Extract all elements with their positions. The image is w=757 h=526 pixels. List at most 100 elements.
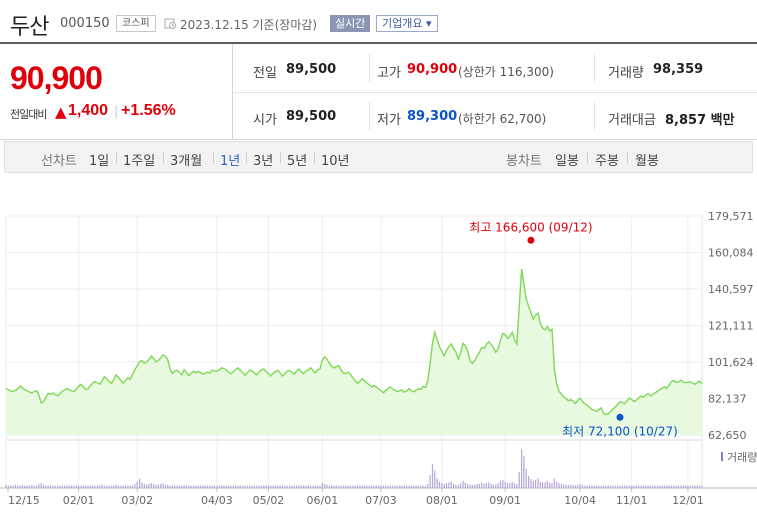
volume-bar (661, 485, 663, 488)
volume-bar (206, 485, 209, 488)
volume-bar (359, 485, 361, 488)
company-overview-dropdown[interactable]: 기업개요 ▾ (376, 15, 438, 32)
volume-bar (92, 485, 94, 488)
volume-bar (54, 485, 56, 488)
volume-bar (490, 484, 492, 488)
volume-bar (668, 485, 670, 488)
volume-bar (394, 485, 396, 488)
volume-bar (214, 485, 216, 488)
volume-bar (160, 484, 162, 488)
volume-bar (216, 485, 218, 488)
volume-bar (113, 485, 115, 488)
base-date: 2023.12.15 기준(장마감) (180, 18, 318, 32)
volume-bar (689, 485, 691, 488)
volume-bar (375, 485, 377, 488)
candle-daily[interactable]: 일봉 (555, 154, 579, 169)
period-separator (246, 152, 247, 163)
volume-bar (474, 484, 476, 488)
volume-bar (211, 485, 213, 488)
volume-bar (633, 485, 635, 488)
change-label: 전일대비 (10, 108, 47, 121)
volume-bar (656, 485, 659, 488)
price-chart: 179,571 160,084 140,597 121,111 101,624 82,13… (0, 210, 757, 507)
volume-bar (328, 485, 330, 488)
y-tick-label: 179,571 (708, 210, 754, 223)
volume-bar (317, 485, 319, 488)
up-arrow-icon: ▲ (55, 103, 67, 121)
volume-bar (511, 481, 513, 488)
period-separator (116, 152, 117, 163)
volume-bar (628, 485, 630, 488)
volume-bar (148, 484, 150, 488)
volume-bar (682, 485, 684, 488)
volume-bar (598, 485, 600, 488)
volume-bar (284, 485, 286, 488)
volume-bar (694, 485, 696, 488)
volume-bar (183, 484, 185, 488)
volume-bar (47, 485, 49, 488)
period-1y[interactable]: 1년 (220, 154, 241, 169)
volume-bar (399, 485, 401, 488)
period-3y[interactable]: 3년 (253, 154, 274, 169)
volume-bar (387, 485, 389, 488)
volume-bar (242, 485, 244, 488)
volume-bar (19, 485, 21, 488)
volume-bar (448, 482, 450, 488)
y-tick-label: 82,137 (708, 393, 747, 406)
x-tick-label: 08/01 (426, 494, 458, 507)
volume-bar (324, 484, 326, 488)
change-value: 1,400 (68, 102, 109, 119)
chart-grid (0, 215, 757, 489)
candle-monthly[interactable]: 월봉 (635, 154, 659, 169)
x-tick-label: 05/02 (253, 494, 285, 507)
volume-bar (542, 482, 544, 488)
candle-weekly[interactable]: 주봉 (595, 154, 619, 169)
volume-bar (244, 485, 246, 488)
volume-bar (462, 480, 464, 488)
upper-limit: (상한가 116,300) (458, 65, 554, 79)
volume-bar (326, 484, 328, 488)
volume-bar (455, 484, 457, 488)
volume-bar (675, 485, 677, 488)
volume-bar (382, 485, 384, 488)
volume-bar (258, 485, 260, 488)
volume-bar (155, 484, 157, 488)
volume-bar (239, 485, 241, 488)
volume-bar (42, 484, 45, 488)
period-5y[interactable]: 5년 (287, 154, 308, 169)
volume-bar (85, 485, 87, 488)
volume-bar (249, 485, 251, 488)
volume-bar (488, 482, 490, 488)
volume-bar (539, 481, 541, 488)
volume-bar (670, 485, 673, 488)
volume-bar (333, 485, 335, 488)
volume-bar (110, 485, 113, 488)
high-value: 90,900 (407, 62, 458, 77)
volume-bar (164, 484, 166, 488)
volume-bar (600, 485, 602, 488)
volume-bar (310, 485, 312, 488)
volume-bar (59, 485, 61, 488)
volume-bar (221, 485, 223, 488)
open-value: 89,500 (286, 109, 337, 124)
period-3m[interactable]: 3개월 (170, 154, 203, 169)
volume-bar (654, 485, 656, 488)
volume-bar (420, 485, 422, 488)
period-1d[interactable]: 1일 (89, 154, 110, 169)
volume-bar (621, 485, 623, 488)
volume-bar (385, 485, 387, 488)
volume-bar (71, 485, 73, 488)
realtime-button[interactable]: 실시간 (330, 15, 371, 32)
volume-bar (136, 481, 138, 488)
period-10y[interactable]: 10년 (321, 154, 350, 169)
low-point-marker (616, 413, 624, 421)
volume-bar (525, 468, 527, 488)
volume-bar (457, 484, 459, 488)
period-1w[interactable]: 1주일 (123, 154, 156, 169)
volume-bar (378, 485, 380, 488)
open-label: 시가 (253, 113, 277, 128)
volume-bar (413, 485, 415, 488)
volume-bar (349, 485, 352, 488)
volume-bar (64, 485, 66, 488)
volume-bar (441, 483, 443, 488)
